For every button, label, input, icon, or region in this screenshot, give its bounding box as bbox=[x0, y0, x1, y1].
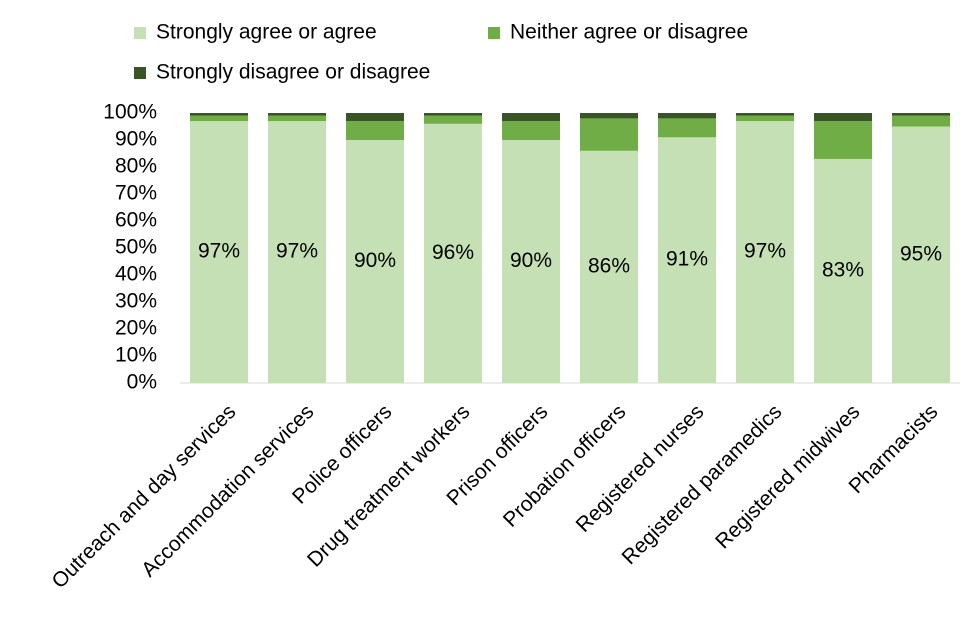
data-label: 90% bbox=[354, 249, 396, 272]
y-tick-label: 0% bbox=[127, 371, 157, 394]
legend-label: Strongly disagree or disagree bbox=[156, 61, 430, 84]
bar-segment bbox=[814, 113, 872, 122]
legend-label: Neither agree or disagree bbox=[510, 21, 748, 44]
bar-segment bbox=[502, 113, 560, 122]
x-tick-label: Registered paramedics bbox=[618, 400, 787, 569]
y-tick-label: 40% bbox=[115, 263, 157, 286]
bar-segment bbox=[346, 121, 404, 140]
bar-segment bbox=[190, 113, 248, 116]
y-tick-label: 100% bbox=[103, 101, 157, 124]
data-label: 97% bbox=[744, 240, 786, 263]
y-tick-label: 30% bbox=[115, 290, 157, 313]
bar-segment bbox=[892, 115, 950, 127]
bar-segment bbox=[424, 115, 482, 124]
bar-segment bbox=[424, 113, 482, 116]
x-tick-label: Drug treatment workers bbox=[303, 400, 474, 571]
bar-segment bbox=[190, 121, 248, 383]
data-label: 96% bbox=[432, 241, 474, 264]
bar-segment bbox=[502, 140, 560, 383]
legend-swatch bbox=[488, 27, 500, 39]
data-label: 86% bbox=[588, 254, 630, 277]
data-label: 83% bbox=[822, 258, 864, 281]
bar-segment bbox=[580, 113, 638, 119]
bar-segment bbox=[892, 113, 950, 116]
data-label: 97% bbox=[276, 240, 318, 263]
bar-segment bbox=[190, 115, 248, 122]
bar-segment bbox=[502, 121, 560, 140]
bar-segment bbox=[892, 126, 950, 383]
bar-segment bbox=[814, 158, 872, 383]
y-tick-label: 60% bbox=[115, 209, 157, 232]
bar-segment bbox=[580, 118, 638, 151]
bar-segment bbox=[658, 118, 716, 138]
bar-segment bbox=[580, 150, 638, 383]
y-tick-label: 10% bbox=[115, 344, 157, 367]
y-tick-label: 90% bbox=[115, 128, 157, 151]
y-tick-label: 80% bbox=[115, 155, 157, 178]
bar-segment bbox=[658, 113, 716, 119]
bar-segment bbox=[736, 113, 794, 116]
bar-segment bbox=[346, 113, 404, 122]
bar-segment bbox=[736, 121, 794, 383]
bar-segment bbox=[268, 113, 326, 116]
legend-swatch bbox=[134, 27, 146, 39]
x-tick-label: Registered midwives bbox=[711, 400, 864, 553]
legend-swatch bbox=[134, 67, 146, 79]
legend-label: Strongly agree or agree bbox=[156, 21, 377, 44]
data-label: 90% bbox=[510, 249, 552, 272]
bar-segment bbox=[424, 123, 482, 384]
bar-segment bbox=[268, 115, 326, 122]
bar-segment bbox=[814, 121, 872, 159]
bar-segment bbox=[658, 137, 716, 383]
data-label: 97% bbox=[198, 240, 240, 263]
y-tick-label: 50% bbox=[115, 236, 157, 259]
data-label: 91% bbox=[666, 248, 708, 271]
x-tick-label: Registered nurses bbox=[572, 400, 709, 537]
bar-segment bbox=[268, 121, 326, 383]
bar-segment bbox=[346, 140, 404, 383]
bar-segment bbox=[736, 115, 794, 122]
data-label: 95% bbox=[900, 242, 942, 265]
y-tick-label: 20% bbox=[115, 317, 157, 340]
y-tick-label: 70% bbox=[115, 182, 157, 205]
